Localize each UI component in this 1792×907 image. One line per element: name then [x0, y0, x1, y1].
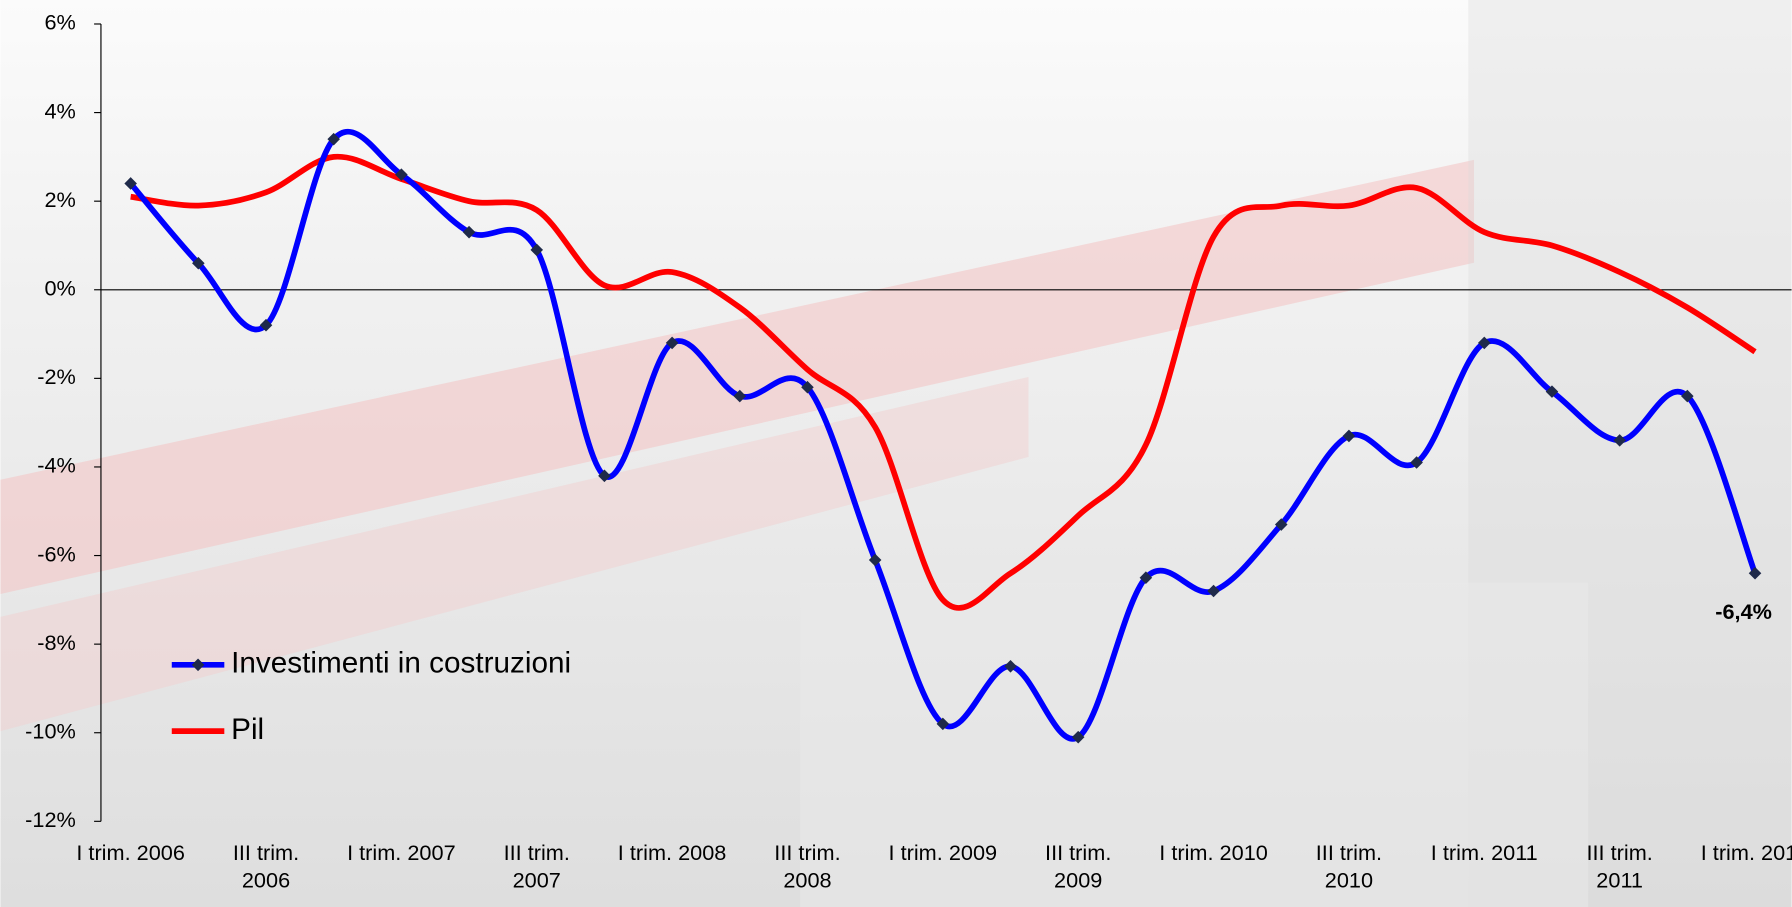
x-tick-label: I trim. 2009 [888, 841, 998, 866]
x-tick-label: I trim. 2010 [1159, 841, 1268, 866]
legend-label: Investimenti in costruzioni [231, 647, 571, 680]
x-tick-label-box: III trim. 2006 [232, 841, 300, 894]
x-tick-label: I trim. 2006 [76, 841, 185, 866]
legend-label: Pil [231, 713, 264, 746]
x-tick-label-box: III trim. 2010 [1315, 841, 1383, 894]
legend-marker [191, 658, 205, 672]
data-point [124, 177, 137, 190]
x-tick-label: III trim. 2011 [1586, 841, 1653, 894]
y-tick-label: 4% [44, 98, 75, 123]
x-tick-label-box: I trim. 2008 [617, 841, 727, 866]
x-tick-label-box: I trim. 2009 [888, 841, 998, 866]
series-line [130, 153, 1757, 611]
x-tick-label-box: III trim. 2007 [503, 841, 570, 894]
data-point [1613, 434, 1626, 447]
background-stripe [0, 376, 1029, 732]
y-tick-label: 2% [44, 187, 75, 212]
x-tick-label-box: III trim. 2011 [1586, 841, 1653, 894]
x-tick-label: I trim. 2012 [1700, 841, 1792, 866]
x-tick-label: III trim. 2007 [503, 841, 570, 894]
y-tick-label: -6% [37, 541, 76, 566]
x-tick-label-box: I trim. 2010 [1159, 841, 1268, 866]
y-tick-label: -12% [25, 807, 76, 832]
y-tick-label: -10% [25, 718, 76, 743]
x-tick-label: I trim. 2008 [617, 841, 727, 866]
data-label: -6,4% [1715, 599, 1772, 624]
x-tick-label: I trim. 2007 [347, 841, 456, 866]
background-stripe [0, 159, 1475, 595]
data-point [259, 318, 273, 332]
x-tick-label-box: I trim. 2011 [1430, 841, 1538, 866]
y-tick-label: 6% [44, 10, 75, 35]
x-tick-label-box: III trim. 2009 [1045, 841, 1112, 894]
background-panel [800, 582, 1589, 907]
data-point [1410, 456, 1423, 469]
x-tick-label-box: I trim. 2012 [1700, 841, 1792, 866]
x-tick-label: III trim. 2009 [1045, 841, 1112, 894]
data-point [327, 132, 340, 146]
y-tick-label: -4% [37, 453, 76, 478]
y-tick-label: 0% [44, 276, 75, 301]
x-tick-label-box: III trim. 2008 [774, 841, 841, 894]
data-point [733, 389, 747, 403]
x-tick-label-box: I trim. 2006 [76, 841, 185, 866]
data-point [1478, 336, 1491, 350]
data-point [395, 168, 408, 181]
x-tick-label: III trim. 2010 [1315, 841, 1383, 894]
x-tick-label-box: I trim. 2007 [347, 841, 456, 866]
y-tick-label: -2% [37, 364, 76, 389]
data-point [1207, 584, 1220, 598]
x-tick-label: III trim. 2008 [774, 841, 841, 894]
x-tick-label: I trim. 2011 [1430, 841, 1538, 866]
y-tick-label: -8% [37, 630, 76, 655]
x-tick-label: III trim. 2006 [232, 841, 300, 894]
data-point [665, 336, 679, 350]
